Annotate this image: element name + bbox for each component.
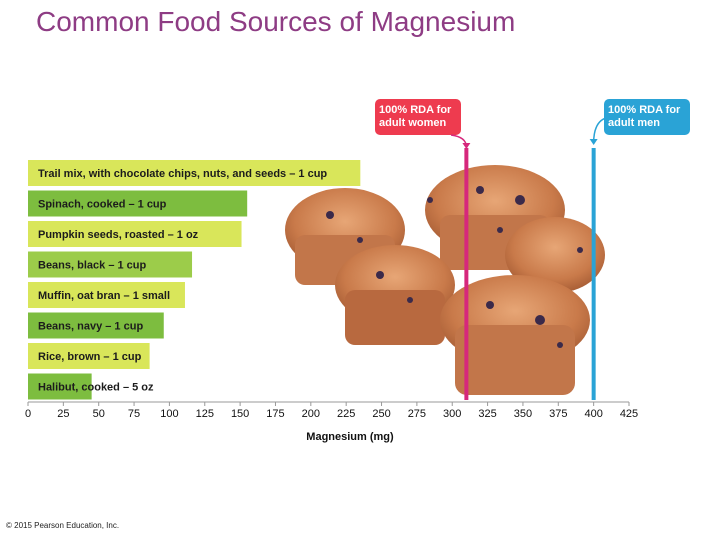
bar-label: Beans, navy – 1 cup bbox=[38, 321, 143, 333]
rda-arrowhead bbox=[589, 139, 598, 145]
bar bbox=[28, 312, 164, 339]
rda-callout-text: adult men bbox=[608, 117, 660, 129]
x-tick-label: 200 bbox=[302, 408, 320, 420]
x-tick-label: 225 bbox=[337, 408, 355, 420]
x-axis-title: Magnesium (mg) bbox=[306, 431, 394, 443]
rda-callout-text: 100% RDA for bbox=[379, 104, 452, 116]
x-tick-label: 25 bbox=[57, 408, 69, 420]
x-tick-label: 0 bbox=[25, 408, 31, 420]
bar bbox=[28, 282, 185, 308]
rda-callout-text: adult women bbox=[379, 117, 447, 129]
bar-label: Trail mix, with chocolate chips, nuts, a… bbox=[38, 168, 327, 180]
rda-callout-box bbox=[604, 99, 690, 135]
bar-label: Spinach, cooked – 1 cup bbox=[38, 199, 167, 211]
x-tick-label: 300 bbox=[443, 408, 461, 420]
x-tick-label: 250 bbox=[372, 408, 390, 420]
bar-label: Beans, black – 1 cup bbox=[38, 260, 146, 272]
x-tick-label: 175 bbox=[266, 408, 284, 420]
x-tick-label: 150 bbox=[231, 408, 249, 420]
rda-callout-box bbox=[375, 99, 461, 135]
rda-arrowhead bbox=[462, 143, 471, 149]
copyright-notice: © 2015 Pearson Education, Inc. bbox=[6, 521, 120, 530]
bar-label: Pumpkin seeds, roasted – 1 oz bbox=[38, 229, 199, 241]
x-tick-label: 325 bbox=[478, 408, 496, 420]
x-tick-label: 50 bbox=[93, 408, 105, 420]
x-tick-label: 100 bbox=[160, 408, 178, 420]
slide-title: Common Food Sources of Magnesium bbox=[36, 6, 516, 37]
bar bbox=[28, 221, 242, 247]
bar bbox=[28, 373, 92, 400]
x-tick-label: 400 bbox=[584, 408, 602, 420]
x-tick-label: 350 bbox=[514, 408, 532, 420]
bar-label: Halibut, cooked – 5 oz bbox=[38, 382, 154, 394]
x-tick-label: 75 bbox=[128, 408, 140, 420]
bar bbox=[28, 190, 248, 217]
x-tick-label: 425 bbox=[620, 408, 638, 420]
bar bbox=[28, 251, 193, 278]
bars-layer: Trail mix, with chocolate chips, nuts, a… bbox=[28, 160, 361, 400]
rda-callout-text: 100% RDA for bbox=[608, 104, 681, 116]
x-tick-label: 275 bbox=[408, 408, 426, 420]
bar bbox=[28, 343, 150, 369]
x-tick-label: 125 bbox=[196, 408, 214, 420]
muffin-photo bbox=[285, 165, 605, 395]
bar-label: Rice, brown – 1 cup bbox=[38, 351, 142, 363]
bar-label: Muffin, oat bran – 1 small bbox=[38, 290, 170, 302]
x-tick-label: 375 bbox=[549, 408, 567, 420]
x-axis: 0 25 50 75 100 125 150 175 200 225 250 275 300 325 350… bbox=[25, 401, 638, 420]
bar bbox=[28, 160, 361, 186]
